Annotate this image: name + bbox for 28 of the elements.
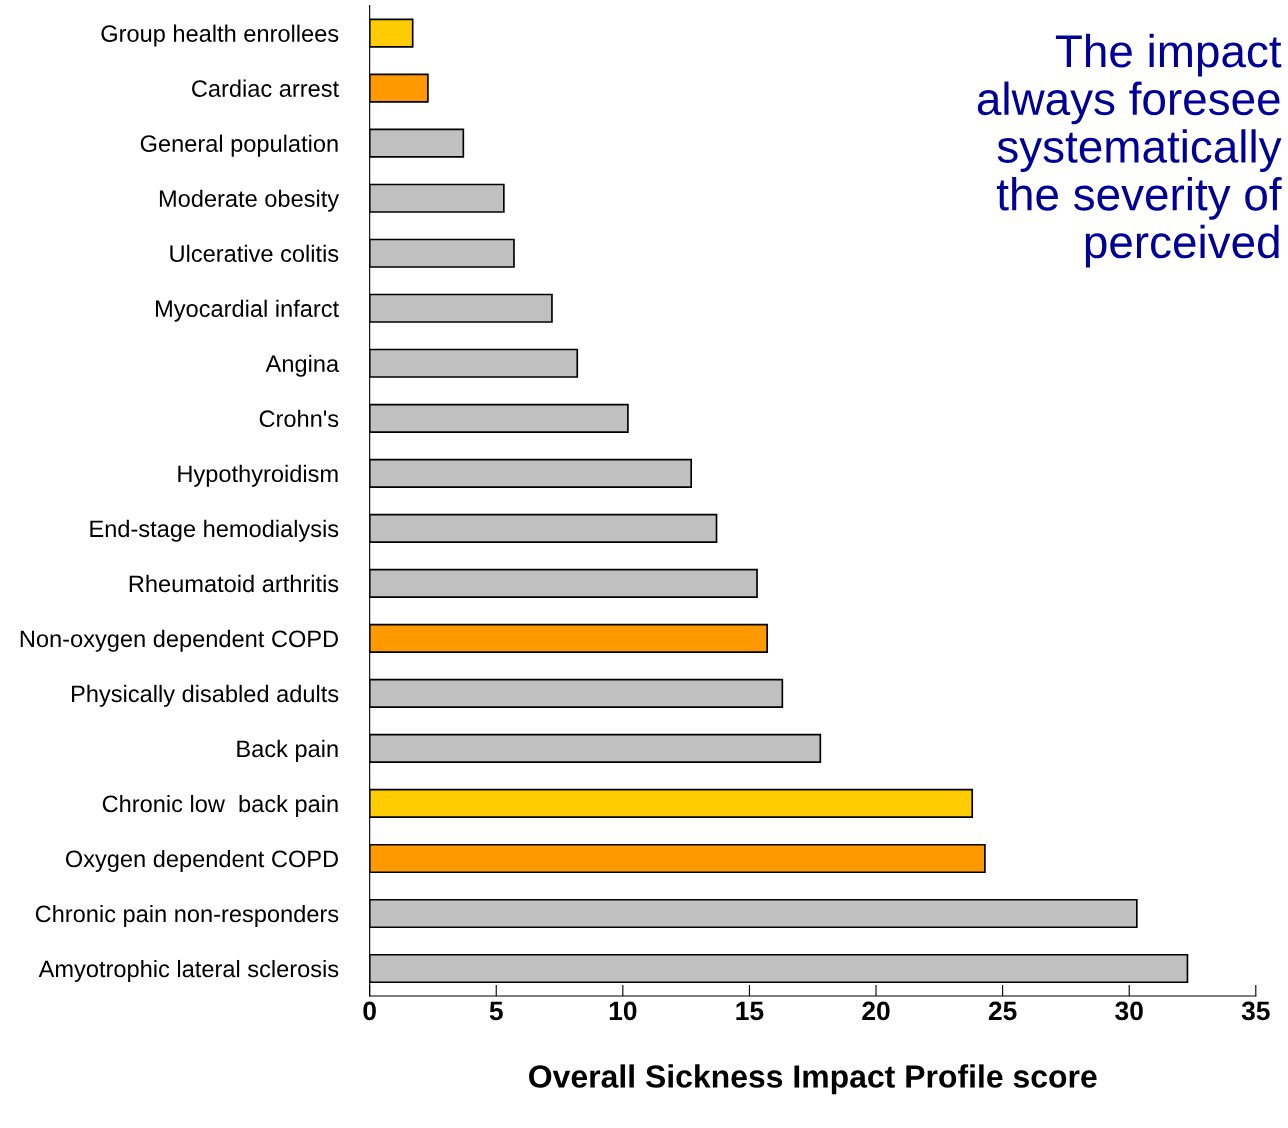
y-tick-label: General population bbox=[140, 134, 338, 157]
y-tick-label: Moderate obesity bbox=[159, 189, 340, 212]
y-tick-label: Chronic low back pain bbox=[102, 794, 338, 817]
y-tick-label: Non-oxygen dependent COPD bbox=[20, 629, 338, 652]
x-tick-label: 25 bbox=[988, 1001, 1017, 1021]
x-tick-label: 20 bbox=[862, 1001, 890, 1021]
x-tick-label: 5 bbox=[489, 1001, 503, 1021]
y-tick-label: Crohn's bbox=[259, 409, 339, 428]
y-tick-label: End-stage hemodialysis bbox=[90, 519, 339, 542]
y-tick-label: Amyotrophic lateral sclerosis bbox=[38, 959, 339, 982]
x-tick-label: 15 bbox=[736, 1001, 764, 1021]
x-tick-label: 30 bbox=[1115, 1001, 1143, 1021]
text: The impact always foresee systematically the severity of perceived bbox=[977, 33, 1282, 268]
x-tick-label: 10 bbox=[609, 1001, 637, 1021]
y-tick-label: Rheumatoid arthritis bbox=[129, 574, 339, 593]
x-tick-label: 0 bbox=[363, 1001, 376, 1021]
y-tick-label: Group health enrollees bbox=[101, 24, 339, 47]
y-tick-label: Ulcerative colitis bbox=[170, 244, 339, 263]
y-tick-label: Hypothyroidism bbox=[178, 464, 338, 487]
y-tick-label: Angina bbox=[265, 354, 340, 377]
y-tick-label: Physically disabled adults bbox=[72, 684, 339, 707]
y-tick-label: Cardiac arrest bbox=[192, 79, 339, 97]
y-tick-label: Myocardial infarct bbox=[156, 299, 339, 322]
y-tick-label: Oxygen dependent COPD bbox=[65, 849, 338, 872]
x-tick-label: 35 bbox=[1241, 1001, 1270, 1021]
x-axis-title: Overall Sickness Impact Profile score bbox=[529, 1064, 1097, 1095]
y-tick-label: Chronic pain non-responders bbox=[35, 904, 339, 927]
y-tick-label: Back pain bbox=[237, 739, 338, 762]
